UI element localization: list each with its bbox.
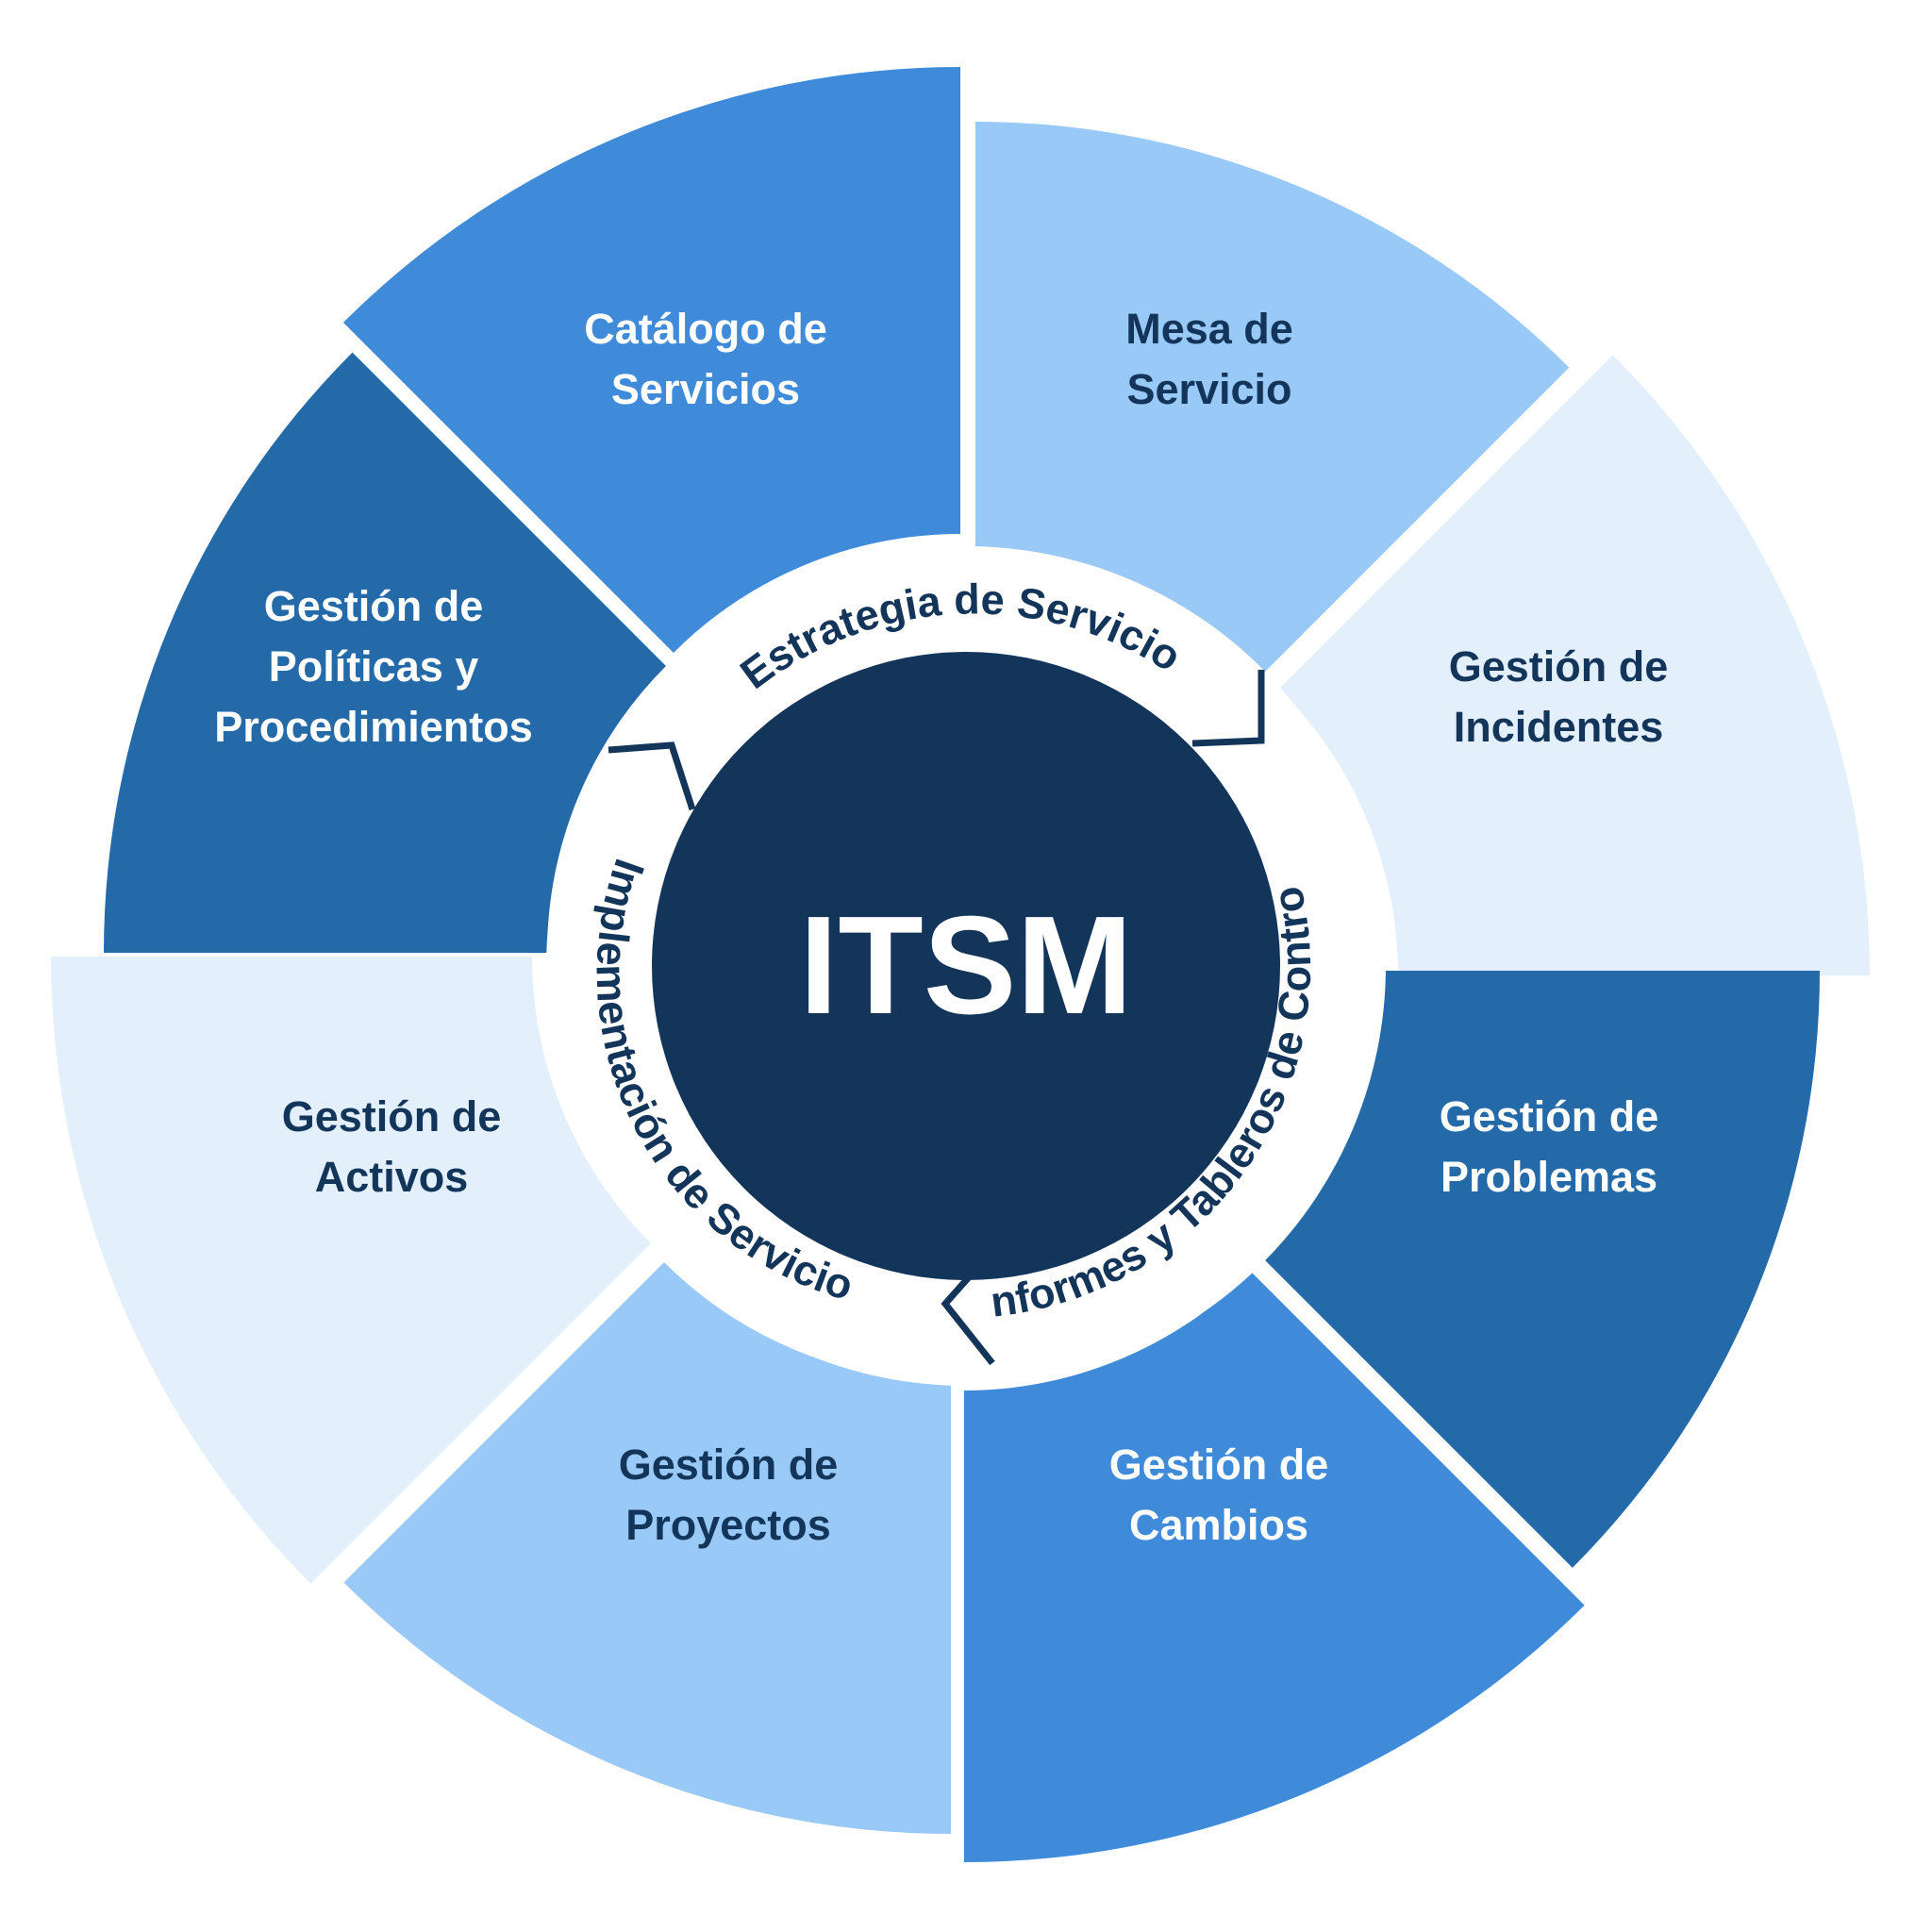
segment-proyectos [343,1262,951,1834]
segment-label-line: Gestión de [1449,642,1669,691]
segment-label-line: Mesa de [1125,305,1293,353]
segment-label-line: Catálogo de [584,305,827,353]
segment-label-politicas: Gestión de Políticas y Procedimientos [214,582,533,751]
segment-politicas [104,352,666,953]
segment-label-line: Gestión de [619,1441,839,1489]
ring-arrows [608,670,1265,1366]
segment-label-line: Servicios [611,365,800,413]
segment-label-line: Activos [315,1153,469,1201]
segment-activos [51,957,651,1584]
arrow-strategy-end [1191,670,1265,747]
center-circle [652,652,1280,1280]
segment-label-line: Procedimientos [214,703,533,751]
segment-label-cambios: Gestión de Cambios [1109,1441,1329,1549]
segment-label-line: Cambios [1129,1501,1308,1549]
center-title: ITSM [799,888,1133,1043]
segment-label-mesa: Mesa de Servicio [1125,305,1293,413]
segment-label-catalogo: Catálogo de Servicios [584,305,827,413]
segment-cambios [964,1272,1585,1862]
segment-mesa [975,122,1570,675]
segment-label-line: Gestión de [282,1092,502,1141]
outer-segments: Catálogo de Servicios Mesa de Servicio Gesti… [51,67,1870,1862]
segment-label-line: Problemas [1441,1153,1657,1201]
segment-label-line: Gestión de [1440,1092,1659,1141]
segment-label-line: Incidentes [1454,703,1664,751]
segment-label-activos: Gestión de Activos [282,1092,502,1201]
segment-problemas [1262,971,1820,1568]
segment-label-line: Gestión de [1109,1441,1329,1489]
segment-label-line: Políticas y [269,642,479,691]
segment-label-line: Gestión de [264,582,484,630]
segment-label-proyectos: Gestión de Proyectos [619,1441,839,1549]
segment-label-line: Servicio [1126,365,1291,413]
segment-incidentes [1279,355,1870,975]
arrow-impl-end [608,741,696,811]
segment-catalogo [342,67,960,653]
segment-label-problemas: Gestión de Problemas [1440,1092,1659,1201]
arrow-reports-end [941,1267,995,1366]
segment-label-incidentes: Gestión de Incidentes [1449,642,1669,751]
segment-label-line: Proyectos [625,1501,831,1549]
